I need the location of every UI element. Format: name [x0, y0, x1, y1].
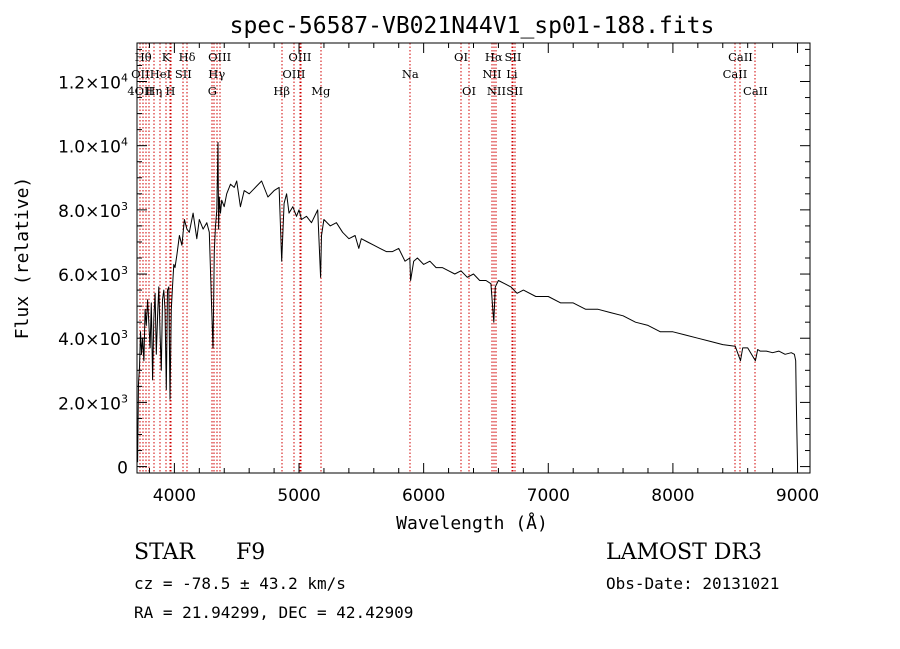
spectrum-line	[136, 142, 798, 464]
line-label: OI	[462, 84, 476, 98]
x-tick-label: 4000	[153, 486, 196, 506]
y-tick-label: 2.0×103	[58, 392, 128, 414]
y-tick-label: 1.2×104	[58, 72, 128, 94]
x-tick-label: 6000	[402, 486, 445, 506]
line-label: K	[162, 50, 171, 64]
y-axis-label: Flux (relative)	[12, 177, 33, 340]
line-label: CaII	[728, 50, 753, 64]
line-label: CaII	[723, 67, 748, 81]
line-label: SII	[506, 84, 523, 98]
line-label: Hθ	[135, 50, 152, 64]
line-markers	[139, 43, 756, 473]
y-tick-label: 1.0×104	[58, 136, 128, 158]
line-label: Hα	[485, 50, 503, 64]
line-label: OIII	[208, 50, 231, 64]
line-label: Hδ	[179, 50, 196, 64]
spectrum-series	[136, 142, 798, 464]
line-label: SII	[505, 50, 522, 64]
line-label: G	[208, 84, 217, 98]
survey-name: LAMOST DR3	[606, 540, 762, 565]
line-label: Hη	[145, 84, 162, 98]
object-class: STAR	[134, 540, 195, 565]
line-label: OI	[454, 50, 468, 64]
x-axis-label: Wavelength (Å)	[396, 512, 548, 534]
line-label: OIII	[282, 67, 305, 81]
line-label: NII	[482, 67, 501, 81]
y-tick-label: 6.0×103	[58, 264, 128, 286]
x-tick-label: 9000	[776, 486, 819, 506]
x-tick-label: 5000	[277, 486, 320, 506]
line-label: OIII	[288, 50, 311, 64]
line-label: HeI	[150, 67, 171, 81]
x-axis: 4000 5000 6000 7000 8000 9000	[148, 43, 819, 506]
line-label: Hβ	[273, 84, 290, 98]
x-tick-label: 7000	[527, 486, 570, 506]
line-label: SII	[175, 67, 192, 81]
line-label: NII	[487, 84, 506, 98]
y-axis: 0 2.0×103 4.0×103 6.0×103 8.0×103 1.0×104 1.2×…	[58, 48, 810, 479]
line-label: Hγ	[208, 67, 225, 81]
x-tick-label: 8000	[651, 486, 694, 506]
coordinates-text: RA = 21.94299, DEC = 42.42909	[134, 603, 414, 622]
y-tick-label: 4.0×103	[58, 328, 128, 350]
y-tick-label: 8.0×103	[58, 200, 128, 222]
line-label: OII	[131, 67, 150, 81]
line-label: 4OII	[127, 84, 153, 98]
line-label: CaII	[743, 84, 768, 98]
observation-date: Obs-Date: 20131021	[606, 574, 780, 593]
line-label: Li	[506, 67, 518, 81]
line-label: Na	[402, 67, 419, 81]
y-tick-label: 0	[117, 459, 128, 479]
chart-title: spec-56587-VB021N44V1_sp01-188.fits	[230, 13, 715, 39]
object-subclass: F9	[236, 540, 266, 565]
line-label: H	[165, 84, 175, 98]
redshift-text: cz = -78.5 ± 43.2 km/s	[134, 574, 346, 593]
line-label: Mg	[311, 84, 331, 98]
plot-frame	[136, 42, 811, 474]
